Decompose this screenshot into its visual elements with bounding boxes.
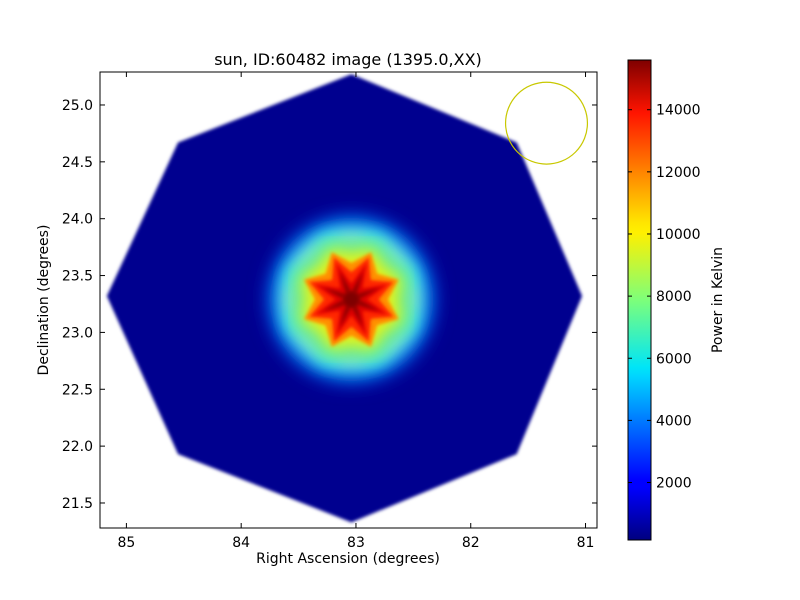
- y-tick-label: 25.0: [62, 98, 93, 114]
- source-peak: [344, 292, 359, 307]
- x-axis: 85 84 83 82 81: [117, 72, 594, 551]
- colorbar-tick-label: 14000: [656, 103, 701, 119]
- y-tick-label: 21.5: [62, 496, 93, 512]
- y-tick-label: 23.5: [62, 269, 93, 285]
- x-tick-label: 83: [347, 535, 365, 551]
- y-tick-label: 23.0: [62, 325, 93, 341]
- x-tick-label: 85: [117, 535, 135, 551]
- axes-frame: [99, 71, 598, 529]
- colorbar: [627, 59, 652, 541]
- colorbar-tick-label: 8000: [656, 289, 692, 305]
- y-tick-label: 24.0: [62, 212, 93, 228]
- y-axis-label: Declination (degrees): [36, 225, 52, 376]
- colorbar-tick-label: 4000: [656, 413, 692, 429]
- y-axis: 21.5 22.0 22.5 23.0 23.5 24.0 24.5 25.0: [62, 98, 597, 512]
- x-tick-label: 84: [232, 535, 250, 551]
- y-tick-label: 22.5: [62, 382, 93, 398]
- source-blob: [262, 210, 441, 389]
- colorbar-tick-label: 2000: [656, 476, 692, 492]
- x-tick-label: 82: [462, 535, 480, 551]
- colorbar-label: Power in Kelvin: [710, 247, 726, 353]
- colorbar-tick-label: 10000: [656, 227, 701, 243]
- colorbar-ticks: 2000 4000 6000 8000 10000 12000 14000: [628, 103, 701, 492]
- beam-circle: [504, 81, 589, 165]
- plot-area: [106, 74, 583, 523]
- x-axis-label: Right Ascension (degrees): [256, 551, 440, 567]
- x-tick-label: 81: [577, 535, 595, 551]
- chart-title: sun, ID:60482 image (1395.0,XX): [214, 50, 482, 69]
- y-tick-label: 22.0: [62, 439, 93, 455]
- colorbar-tick-label: 12000: [656, 165, 701, 181]
- y-tick-label: 24.5: [62, 155, 93, 171]
- colorbar-tick-label: 6000: [656, 351, 692, 367]
